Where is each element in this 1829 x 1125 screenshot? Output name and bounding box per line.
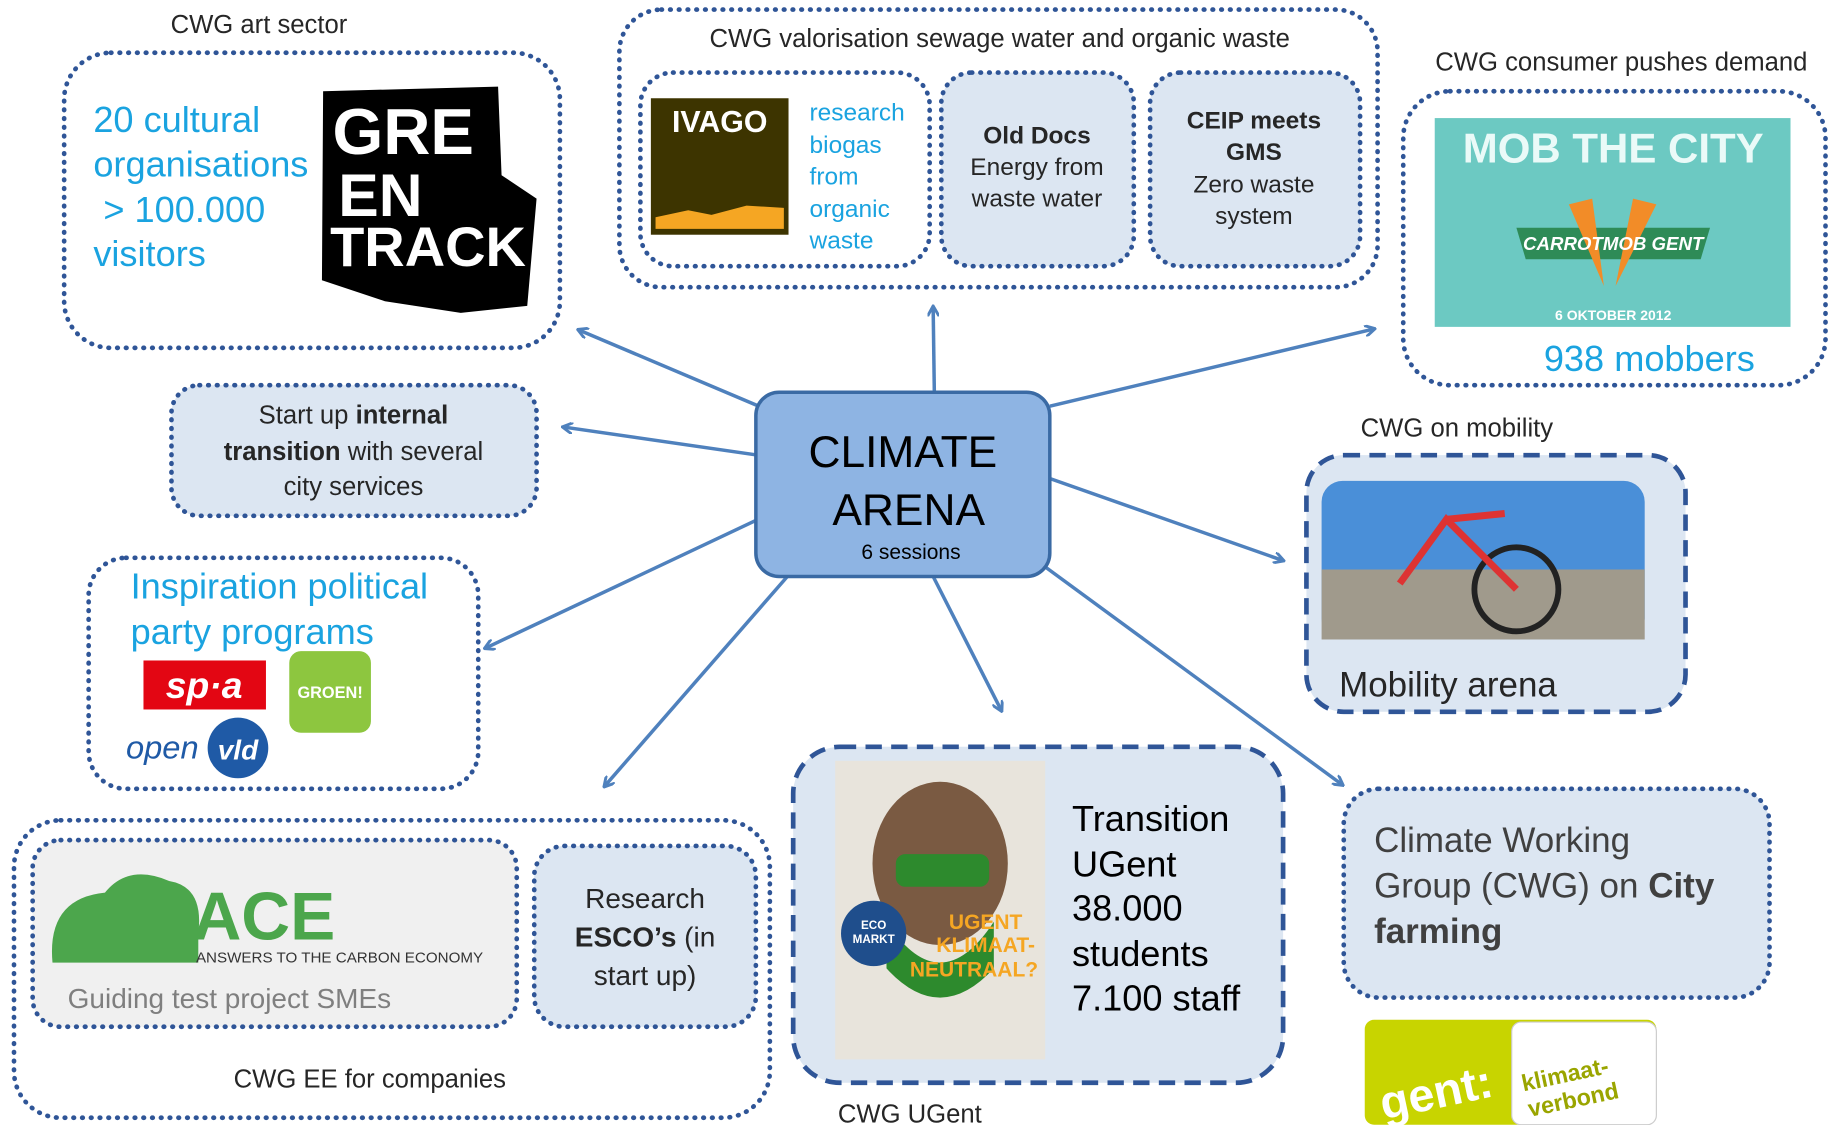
text-line: Climate Working: [1374, 821, 1630, 860]
arrow: [1050, 479, 1282, 561]
text-line: ESCO’s (in: [575, 921, 715, 952]
text-line: Zero waste: [1193, 172, 1314, 199]
text-line: visitors: [93, 233, 205, 274]
text: with several: [341, 438, 484, 466]
diagram: CWG art sector 20 cultural organisations…: [0, 0, 1829, 1125]
group-label: CWG valorisation sewage water and organi…: [709, 25, 1289, 53]
text-line: from: [810, 164, 859, 191]
group-label: CWG consumer pushes demand: [1435, 48, 1807, 76]
arrow: [565, 427, 759, 455]
group-label: CWG UGent: [838, 1100, 982, 1125]
text-line: Start up internal: [259, 402, 449, 430]
poster-text: MARKT: [853, 933, 895, 946]
text-line: waste: [809, 228, 874, 255]
photo-ground: [1322, 569, 1645, 639]
group-label: CWG on mobility: [1361, 415, 1554, 443]
text: Group (CWG) on: [1374, 866, 1648, 905]
text-line: 20 cultural: [93, 99, 260, 140]
text-line: organic: [810, 196, 890, 223]
caption: Mobility arena: [1339, 666, 1557, 705]
text-line: transition with several: [224, 438, 483, 466]
arrow: [580, 330, 770, 410]
poster-glasses: [896, 854, 989, 887]
text: (in: [676, 921, 715, 952]
logo-text: sp·a: [166, 664, 243, 706]
group-label: CWG EE for companies: [234, 1065, 506, 1093]
box-title: Old Docs: [983, 123, 1090, 150]
center-title: CLIMATE: [808, 428, 997, 477]
logo-tagline: ANSWERS TO THE CARBON ECONOMY: [196, 950, 483, 967]
page: CWG art sector 20 cultural organisations…: [0, 0, 1829, 1125]
text-line: Inspiration political: [131, 566, 428, 607]
arrow: [933, 308, 934, 392]
poster-text: MOB THE CITY: [1463, 124, 1764, 171]
text-line: Research: [585, 883, 705, 914]
logo-text: vld: [218, 735, 259, 766]
text-line: 7.100 staff: [1072, 977, 1241, 1018]
text: City: [1648, 866, 1715, 905]
poster-text: UGENT: [949, 911, 1023, 934]
text-line: UGent: [1072, 843, 1177, 884]
text-line: system: [1215, 203, 1293, 230]
logo-text: GRE: [332, 95, 474, 168]
text-line: farming: [1374, 912, 1502, 951]
text-line: party programs: [131, 611, 374, 652]
text: internal: [356, 402, 449, 430]
caption: Guiding test project SMEs: [68, 983, 392, 1014]
text-line: waste water: [971, 186, 1103, 213]
box-title: GMS: [1226, 139, 1282, 166]
text-line: organisations: [93, 143, 308, 184]
box-title: CEIP meets: [1187, 108, 1321, 135]
logo-text: TRACK: [330, 215, 526, 278]
poster-text: NEUTRAAL?: [910, 959, 1038, 982]
group-label: CWG art sector: [171, 11, 348, 39]
caption: 938 mobbers: [1544, 338, 1755, 379]
text-line: city services: [284, 473, 424, 501]
text-line: 38.000: [1072, 888, 1183, 929]
box: [1150, 73, 1360, 267]
text: transition: [224, 438, 341, 466]
arrow: [486, 519, 758, 647]
arrow: [933, 576, 1001, 709]
arrow: [605, 576, 787, 785]
poster-text: ECO: [861, 919, 886, 932]
text: ESCO’s: [575, 921, 677, 952]
poster-text: 6 OKTOBER 2012: [1555, 307, 1672, 323]
logo-text: IVAGO: [672, 106, 767, 139]
text-line: Group (CWG) on City: [1374, 866, 1715, 905]
text-line: > 100.000: [93, 189, 265, 230]
center-subtitle: 6 sessions: [861, 541, 960, 564]
text-line: biogas: [810, 132, 882, 159]
text-line: start up): [594, 960, 697, 991]
poster-text: KLIMAAT-: [936, 934, 1035, 957]
poster-text: CARROTMOB GENT: [1523, 233, 1705, 254]
logo-text: ACE: [192, 879, 335, 954]
arrow: [1050, 329, 1373, 406]
text: Start up: [259, 402, 356, 430]
text-line: Transition: [1072, 798, 1229, 839]
text-line: students: [1072, 933, 1209, 974]
logo-text: GROEN!: [297, 684, 362, 702]
text-line: research: [810, 99, 905, 126]
text-line: Energy from: [970, 154, 1103, 181]
logo-text: open: [126, 728, 199, 765]
center-title: ARENA: [832, 486, 985, 535]
